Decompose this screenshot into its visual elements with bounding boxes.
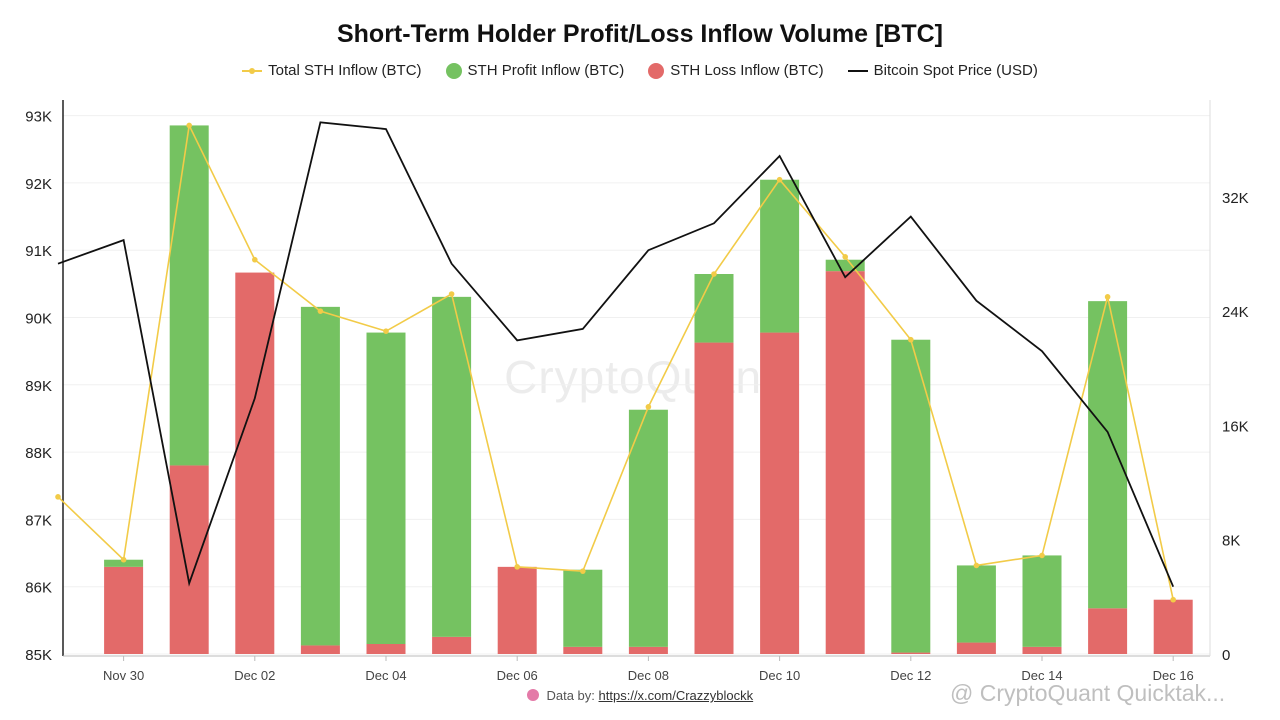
legend-item-price[interactable]: Bitcoin Spot Price (USD)	[847, 62, 1038, 79]
left-tick-label: 93K	[25, 109, 52, 126]
profit-bar	[366, 332, 406, 644]
loss-bar	[1022, 646, 1062, 654]
total-inflow-point	[186, 122, 192, 129]
total-inflow-point	[252, 256, 258, 263]
total-inflow-point	[711, 271, 717, 277]
right-tick-label: 16K	[1222, 418, 1249, 435]
x-tick-label: Nov 30	[103, 668, 144, 683]
loss-bar	[563, 646, 603, 654]
x-tick-label: Dec 06	[497, 668, 538, 683]
loss-bar	[628, 646, 668, 654]
loss-bar	[432, 636, 472, 654]
loss-bar	[300, 645, 340, 654]
loss-bar	[1088, 608, 1128, 654]
footer-prefix: Data by:	[546, 688, 595, 703]
legend-item-loss[interactable]: STH Loss Inflow (BTC)	[648, 62, 824, 79]
legend: Total STH Inflow (BTC) STH Profit Inflow…	[0, 62, 1280, 79]
legend-item-total[interactable]: Total STH Inflow (BTC)	[242, 62, 422, 79]
total-inflow-point	[1039, 552, 1045, 559]
left-tick-label: 85K	[25, 647, 52, 664]
total-inflow-point	[908, 336, 914, 343]
left-tick-label: 91K	[25, 243, 52, 260]
total-inflow-point	[383, 328, 389, 334]
price-line	[57, 121, 1175, 588]
profit-bar	[1088, 301, 1128, 609]
profit-bar	[104, 559, 144, 567]
legend-label-price: Bitcoin Spot Price (USD)	[873, 62, 1038, 79]
loss-bar	[104, 566, 144, 654]
total-inflow-point	[55, 494, 61, 500]
left-tick-label: 88K	[25, 445, 52, 462]
profit-bar	[825, 259, 865, 272]
total-inflow-point	[120, 556, 127, 563]
right-tick-label: 8K	[1222, 533, 1240, 550]
total-inflow-point	[842, 254, 848, 260]
legend-label-loss: STH Loss Inflow (BTC)	[670, 62, 824, 79]
corner-watermark: @ CryptoQuant Quicktak...	[950, 680, 1226, 706]
total-inflow-line	[57, 122, 1174, 600]
total-inflow-point	[1104, 294, 1111, 300]
left-tick-label: 89K	[25, 378, 52, 395]
profit-bar	[432, 296, 472, 637]
profit-bar	[694, 274, 734, 343]
x-tick-label: Dec 04	[365, 668, 406, 683]
legend-dot-swatch	[445, 62, 462, 79]
right-tick-label: 0	[1222, 647, 1230, 664]
loss-bar	[497, 566, 537, 654]
legend-label-total: Total STH Inflow (BTC)	[268, 62, 422, 79]
profit-bar	[300, 306, 340, 646]
legend-line-swatch	[242, 67, 263, 74]
profit-bar	[760, 179, 800, 333]
profit-bar	[169, 125, 209, 466]
total-inflow-point	[1170, 596, 1176, 603]
x-tick-label: Dec 10	[759, 668, 800, 683]
loss-bar	[694, 342, 734, 654]
total-inflow-point	[448, 291, 455, 297]
total-inflow-point	[317, 308, 324, 314]
x-tick-label: Dec 12	[890, 668, 931, 683]
left-tick-label: 92K	[25, 176, 52, 193]
x-tick-label: Dec 02	[234, 668, 275, 683]
x-tick-label: Dec 16	[1153, 668, 1194, 683]
x-tick-label: Dec 08	[628, 668, 669, 683]
loss-bar	[366, 644, 406, 654]
legend-dot-swatch	[648, 62, 665, 79]
right-tick-label: 24K	[1222, 304, 1249, 321]
total-inflow-point	[514, 564, 520, 570]
loss-bar	[891, 652, 931, 654]
left-tick-label: 87K	[25, 512, 52, 529]
footer: Data by: https://x.com/Crazzyblockk	[0, 688, 1280, 703]
loss-bar	[169, 465, 209, 654]
total-inflow-point	[973, 562, 980, 569]
profit-bar	[1022, 555, 1062, 647]
right-tick-label: 32K	[1222, 190, 1249, 207]
legend-label-profit: STH Profit Inflow (BTC)	[467, 62, 625, 79]
loss-bar	[825, 271, 865, 654]
total-inflow-point	[776, 176, 783, 183]
profit-bar	[891, 339, 931, 653]
loss-bar	[235, 272, 275, 654]
loss-bar	[1153, 599, 1193, 654]
footer-link[interactable]: https://x.com/Crazzyblockk	[598, 688, 754, 703]
left-tick-label: 86K	[25, 580, 52, 597]
x-tick-label: Dec 14	[1021, 668, 1062, 683]
brain-icon	[526, 689, 539, 701]
profit-bar	[563, 569, 603, 647]
left-tick-label: 90K	[25, 311, 52, 328]
chart-title: Short-Term Holder Profit/Loss Inflow Vol…	[336, 20, 944, 48]
legend-line-swatch	[847, 69, 868, 72]
profit-bar	[628, 409, 668, 647]
loss-bar	[956, 642, 996, 654]
total-inflow-point	[645, 404, 652, 410]
profit-bar	[956, 565, 996, 643]
loss-bar	[760, 332, 800, 654]
legend-item-profit[interactable]: STH Profit Inflow (BTC)	[445, 62, 625, 79]
total-inflow-point	[580, 568, 586, 574]
